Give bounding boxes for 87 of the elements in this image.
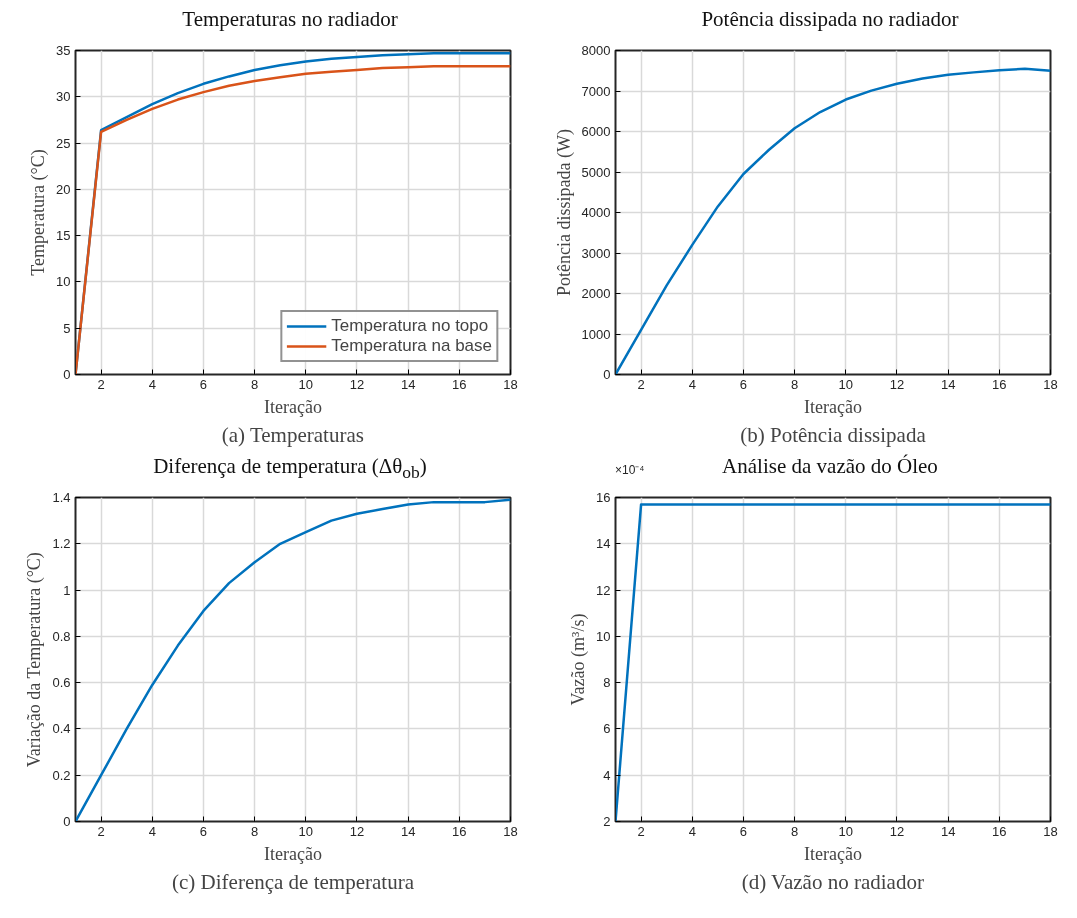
- y-tick-label: 8: [603, 675, 611, 691]
- y-tick-label: 1.4: [52, 490, 71, 505]
- y-tick-label: 1000: [581, 326, 611, 342]
- x-axis-title: Iteração: [264, 843, 322, 864]
- y-axis-title: Variação da Temperatura (°C): [24, 552, 46, 768]
- x-tick-label: 18: [503, 823, 518, 839]
- x-tick-label: 6: [739, 823, 748, 839]
- x-tick-label: 16: [992, 376, 1007, 392]
- x-tick-label: 18: [503, 376, 518, 392]
- x-axis-title: Iteração: [264, 396, 322, 417]
- x-tick-label: 14: [400, 823, 416, 839]
- x-tick-label: 2: [97, 823, 105, 839]
- y-tick-label: 0.6: [52, 675, 71, 691]
- x-tick-label: 16: [992, 823, 1007, 839]
- x-tick-label: 18: [1043, 823, 1058, 839]
- x-tick-label: 18: [1043, 376, 1058, 392]
- x-tick-label: 14: [940, 376, 956, 392]
- y-tick-label: 35: [56, 43, 71, 58]
- x-tick-label: 10: [838, 376, 854, 392]
- y-tick-label: 20: [56, 181, 71, 197]
- y-tick-label: 0: [63, 367, 71, 382]
- x-tick-label: 4: [688, 823, 696, 839]
- text: (c) Diferença de temperatura: [172, 869, 415, 894]
- x-tick-label: 2: [97, 376, 105, 392]
- x-tick-label: 12: [889, 823, 905, 839]
- x-tick-label: 16: [452, 376, 467, 392]
- x-tick-label: 4: [148, 376, 156, 392]
- text: (a) Temperaturas: [221, 422, 364, 447]
- text: (b) Potência dissipada: [740, 422, 927, 447]
- x-tick-label: 14: [400, 376, 416, 392]
- text: (d) Vazão no radiador: [741, 869, 924, 894]
- y-axis-title: Temperatura (°C): [28, 149, 50, 276]
- chart-title: Diferença de temperatura (Δθ$_{ob}$): [153, 454, 427, 483]
- y-tick-label: 10: [56, 274, 71, 290]
- y-tick-label: 7000: [581, 83, 611, 99]
- x-tick-label: 2: [637, 376, 645, 392]
- x-tick-label: 4: [148, 823, 156, 839]
- x-tick-label: 8: [251, 376, 259, 392]
- x-tick-label: 16: [452, 823, 467, 839]
- y-tick-label: 3000: [581, 245, 611, 261]
- x-tick-label: 12: [889, 376, 905, 392]
- x-tick-label: 10: [298, 823, 314, 839]
- y-tick-label: 10: [596, 628, 611, 644]
- y-tick-label: 1.2: [52, 536, 71, 552]
- y-tick-label: 0.2: [52, 767, 71, 783]
- x-tick-label: 8: [251, 823, 259, 839]
- x-tick-label: 8: [791, 823, 799, 839]
- y-tick-label: 15: [56, 228, 71, 244]
- y-tick-label: 0.4: [52, 721, 71, 737]
- x-tick-label: 4: [688, 376, 696, 392]
- y-tick-label: 8000: [581, 43, 611, 58]
- y-tick-label: 5000: [581, 164, 611, 180]
- x-tick-label: 2: [637, 823, 645, 839]
- x-tick-label: 8: [791, 376, 799, 392]
- y-tick-label: 0: [603, 367, 611, 382]
- y-tick-label: 14: [596, 536, 611, 552]
- y-tick-label: 2000: [581, 286, 611, 301]
- chart-title: Análise da vazão do Óleo: [722, 454, 938, 478]
- x-tick-label: 6: [199, 376, 208, 392]
- chart-title: Potência dissipada no radiador: [701, 7, 959, 31]
- chart-title: Temperaturas no radiador: [182, 7, 398, 31]
- y-tick-label: 16: [596, 490, 611, 505]
- x-axis-title: Iteração: [804, 396, 862, 417]
- y-tick-label: 12: [596, 582, 611, 598]
- legend-label: Temperatura na base: [331, 336, 492, 356]
- x-tick-label: 6: [739, 376, 748, 392]
- x-tick-label: 10: [838, 823, 854, 839]
- y-tick-label: 5: [63, 320, 71, 336]
- y-tick-label: 25: [56, 135, 71, 151]
- y-tick-label: 1: [63, 582, 71, 598]
- x-axis-title: Iteração: [804, 843, 862, 864]
- y-tick-label: 0: [63, 814, 71, 829]
- x-tick-label: 14: [940, 823, 956, 839]
- legend-label: Temperatura no topo: [331, 316, 489, 336]
- y-tick-label: 0.8: [52, 628, 71, 644]
- x-tick-label: 6: [199, 823, 208, 839]
- text: ×10⁻⁴: [615, 462, 645, 479]
- y-tick-label: 4000: [581, 205, 611, 220]
- y-tick-label: 30: [56, 89, 71, 105]
- y-tick-label: 4: [603, 767, 611, 783]
- x-tick-label: 10: [298, 376, 314, 392]
- x-tick-label: 12: [349, 376, 365, 392]
- y-tick-label: 6000: [581, 124, 611, 139]
- y-axis-title: Vazão (m³/s): [568, 613, 590, 706]
- y-axis-title: Potência dissipada (W): [553, 129, 575, 296]
- x-tick-label: 12: [349, 823, 365, 839]
- y-tick-label: 6: [603, 721, 611, 737]
